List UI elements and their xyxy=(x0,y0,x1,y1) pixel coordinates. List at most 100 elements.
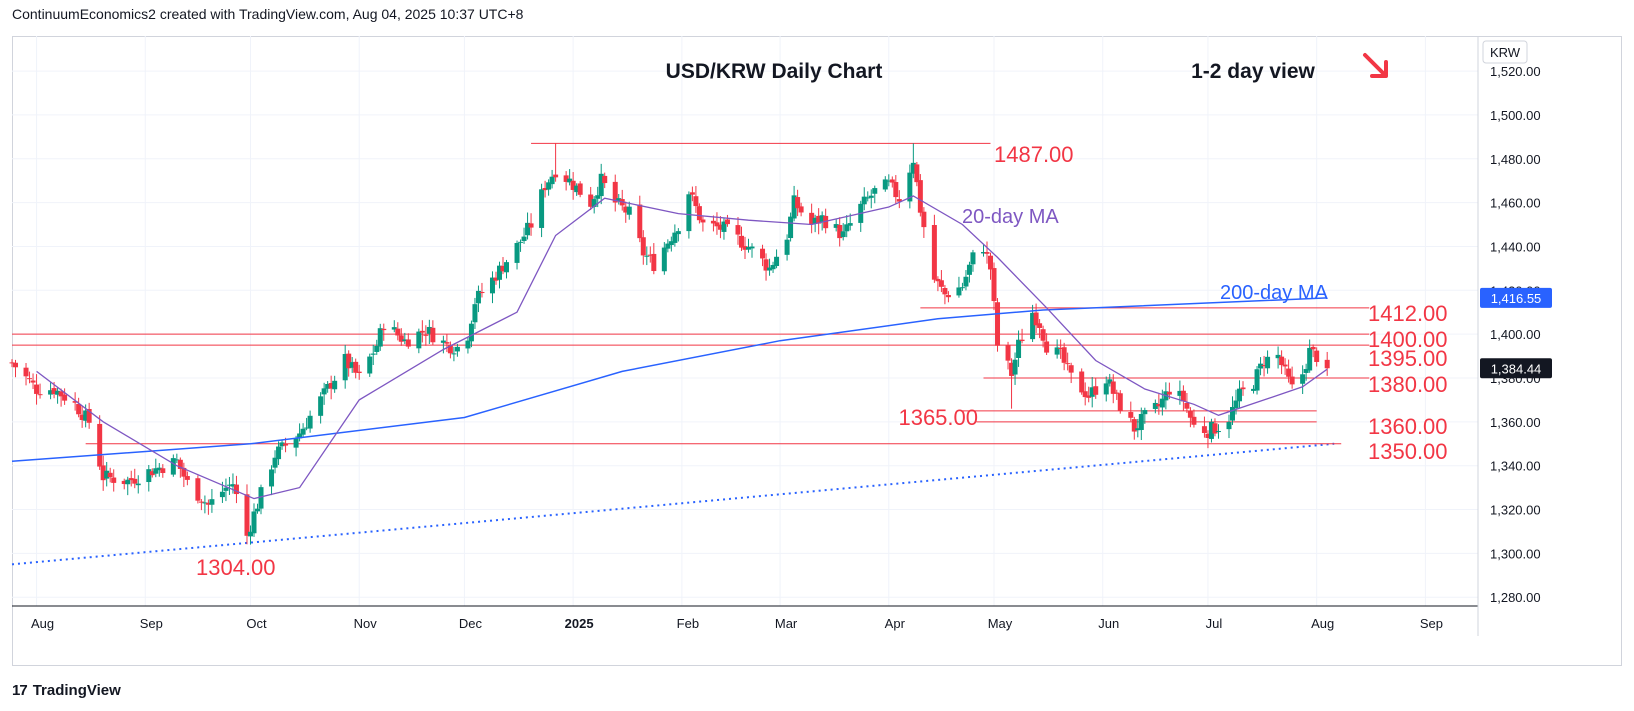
candle-body xyxy=(591,199,597,207)
candle-body xyxy=(283,443,289,446)
candle-body xyxy=(1310,346,1316,350)
candle-body xyxy=(1093,386,1099,395)
candle-body xyxy=(258,487,264,509)
candle-body xyxy=(959,287,965,289)
candle-body xyxy=(1086,395,1092,398)
candle-body xyxy=(1079,371,1085,393)
candle-body xyxy=(353,361,359,373)
candle-body xyxy=(1254,369,1260,391)
candle-body xyxy=(980,252,986,254)
candle-body xyxy=(938,280,944,287)
candle-body xyxy=(100,465,106,481)
candle-body xyxy=(475,290,481,304)
candle-body xyxy=(1016,339,1022,358)
y-tick-label: 1,520.00 xyxy=(1490,64,1541,79)
candle-body xyxy=(837,224,843,239)
candle-body xyxy=(693,196,699,207)
candle-body xyxy=(651,253,657,272)
candle-body xyxy=(184,476,190,480)
candle-body xyxy=(374,345,380,352)
candle-body xyxy=(1114,392,1120,394)
candle-body xyxy=(577,183,583,195)
candle-body xyxy=(23,367,29,377)
candle-body xyxy=(945,295,951,298)
down-arrow-head-icon xyxy=(1370,60,1388,78)
candle-body xyxy=(1286,368,1292,377)
candle-body xyxy=(223,487,229,491)
candle-body xyxy=(546,182,552,190)
candle-body xyxy=(861,196,867,205)
candle-body xyxy=(76,403,82,415)
candle-body xyxy=(710,220,716,224)
candle-body xyxy=(37,394,43,396)
candle-body xyxy=(689,192,695,195)
candle-body xyxy=(97,423,103,467)
candle-body xyxy=(444,342,450,344)
chart-frame xyxy=(12,36,1622,666)
candle-body xyxy=(647,254,653,256)
candle-body xyxy=(132,478,138,484)
level-label-1400: 1400.00 xyxy=(1368,327,1448,352)
candle-body xyxy=(956,287,962,296)
candle-body xyxy=(104,470,110,479)
tradingview-footer[interactable]: 17 TradingView xyxy=(12,682,121,699)
candle-body xyxy=(539,189,545,228)
candle-body xyxy=(1215,431,1221,433)
candle-body xyxy=(1180,390,1186,402)
candle-body xyxy=(121,480,127,484)
candle-body xyxy=(738,235,744,248)
candle-body xyxy=(377,328,383,347)
level-label-1412: 1412.00 xyxy=(1368,301,1448,326)
candle-body xyxy=(468,323,474,342)
candle-body xyxy=(496,265,502,280)
candle-body xyxy=(865,197,871,199)
candle-body xyxy=(426,326,432,334)
candle-body xyxy=(226,484,232,486)
x-tick-label: Dec xyxy=(459,616,483,631)
candle-body xyxy=(521,236,527,241)
candle-body xyxy=(760,248,766,259)
candle-body xyxy=(318,396,324,416)
candle-body xyxy=(1307,347,1313,371)
candle-body xyxy=(1300,374,1306,384)
candle-body xyxy=(504,262,510,273)
candle-body xyxy=(1208,421,1214,439)
level-label-1360: 1360.00 xyxy=(1368,414,1448,439)
candle-body xyxy=(763,259,769,271)
candle-body xyxy=(465,340,471,349)
candle-body xyxy=(405,339,411,347)
candle-body xyxy=(86,408,92,423)
candle-body xyxy=(893,182,899,198)
candle-body xyxy=(637,204,643,239)
candle-body xyxy=(816,215,822,224)
candle-body xyxy=(202,502,208,504)
candle-body xyxy=(332,380,338,390)
candle-body xyxy=(991,268,997,302)
candle-body xyxy=(724,219,730,225)
candle-body xyxy=(1082,391,1088,398)
y-tick-label: 1,300.00 xyxy=(1490,546,1541,561)
candle-body xyxy=(984,252,990,254)
currency-box xyxy=(1482,40,1528,64)
x-tick-label: Sep xyxy=(140,616,163,631)
candle-body xyxy=(370,353,376,355)
chart-header: ContinuumEconomics2 created with Trading… xyxy=(12,6,524,22)
candle-body xyxy=(1040,329,1046,341)
candle-body xyxy=(381,328,387,331)
candle-body xyxy=(1135,428,1141,431)
candle-body xyxy=(272,457,278,468)
candle-body xyxy=(209,499,215,505)
candle-body xyxy=(146,469,152,483)
x-tick-label: Aug xyxy=(1311,616,1334,631)
candle-body xyxy=(872,188,878,194)
candle-body xyxy=(1212,423,1218,434)
candle-body xyxy=(910,162,916,174)
candle-body xyxy=(665,243,671,249)
x-tick-label: 2025 xyxy=(565,616,594,631)
candle-body xyxy=(1191,416,1197,425)
candle-body xyxy=(598,173,604,197)
candle-body xyxy=(181,467,187,477)
candle-body xyxy=(942,288,948,295)
candle-body xyxy=(1324,359,1330,369)
